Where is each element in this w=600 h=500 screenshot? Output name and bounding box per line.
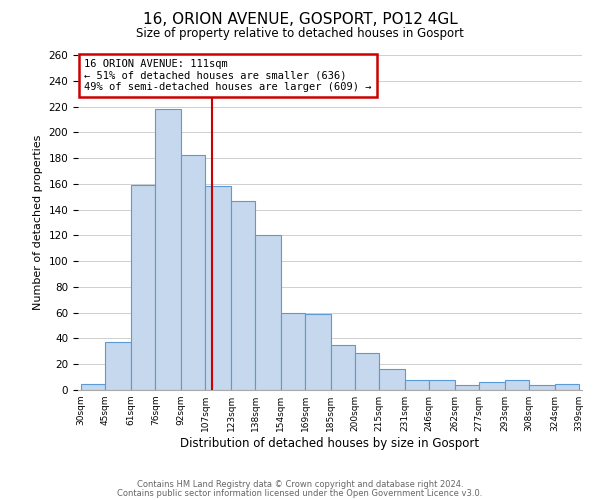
Bar xyxy=(405,380,429,390)
Bar xyxy=(505,380,529,390)
Bar xyxy=(231,200,255,390)
Bar xyxy=(554,384,579,390)
Y-axis label: Number of detached properties: Number of detached properties xyxy=(33,135,43,310)
Bar xyxy=(106,342,131,390)
Bar xyxy=(131,185,155,390)
Text: 16, ORION AVENUE, GOSPORT, PO12 4GL: 16, ORION AVENUE, GOSPORT, PO12 4GL xyxy=(143,12,457,28)
Bar xyxy=(529,385,554,390)
Bar xyxy=(479,382,505,390)
Bar xyxy=(281,312,305,390)
Text: Size of property relative to detached houses in Gosport: Size of property relative to detached ho… xyxy=(136,28,464,40)
X-axis label: Distribution of detached houses by size in Gosport: Distribution of detached houses by size … xyxy=(181,437,479,450)
Bar xyxy=(379,370,405,390)
Bar xyxy=(305,314,331,390)
Bar xyxy=(355,352,379,390)
Bar xyxy=(429,380,455,390)
Bar xyxy=(255,236,281,390)
Text: Contains public sector information licensed under the Open Government Licence v3: Contains public sector information licen… xyxy=(118,488,482,498)
Bar xyxy=(205,186,231,390)
Bar xyxy=(331,345,355,390)
Text: Contains HM Land Registry data © Crown copyright and database right 2024.: Contains HM Land Registry data © Crown c… xyxy=(137,480,463,489)
Text: 16 ORION AVENUE: 111sqm
← 51% of detached houses are smaller (636)
49% of semi-d: 16 ORION AVENUE: 111sqm ← 51% of detache… xyxy=(85,59,372,92)
Bar xyxy=(155,109,181,390)
Bar xyxy=(455,385,479,390)
Bar xyxy=(81,384,106,390)
Bar xyxy=(181,156,205,390)
